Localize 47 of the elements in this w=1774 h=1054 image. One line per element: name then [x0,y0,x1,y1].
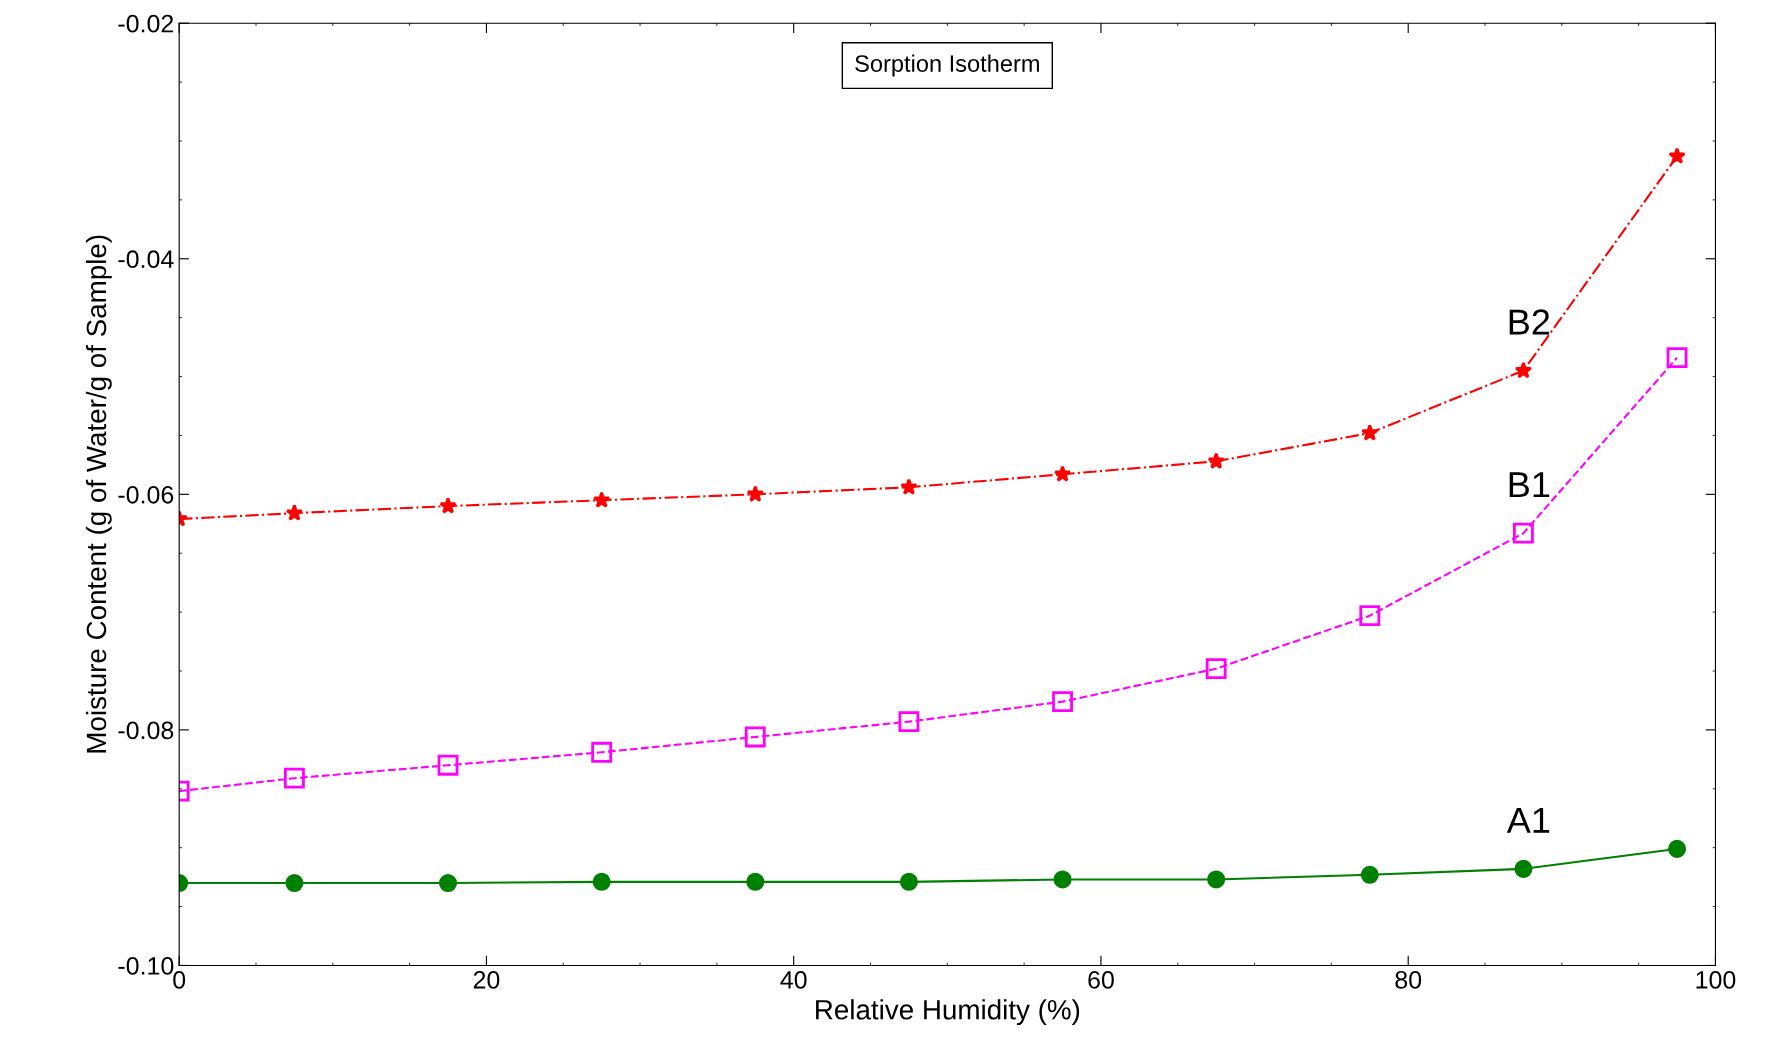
point [1053,465,1072,482]
series-label: B1 [1509,472,1550,498]
y-tick-label: -0.02 [118,14,174,33]
point [899,872,918,891]
point [1053,870,1072,889]
point [1207,452,1225,469]
point [1205,658,1227,680]
point [591,741,613,763]
point [1668,147,1686,164]
point [898,711,920,733]
point [285,873,304,893]
x-tick-label: 80 [1395,970,1422,989]
x-tick-label: 40 [780,970,807,989]
point [744,726,766,748]
x-tick-label: 20 [473,970,500,989]
x-tick-label: 60 [1088,970,1114,989]
point [1513,522,1534,544]
point [746,872,765,891]
point [1514,361,1533,379]
text: Sorption Isotherm [855,54,1039,77]
point [746,485,764,502]
y-axis-title: Moisture Content (g of Water/g of Sample) [85,235,112,753]
point [1666,347,1688,369]
point [1207,870,1226,889]
point [283,767,305,789]
x-tick-label: 0 [173,970,186,989]
point [900,478,918,495]
point [1361,424,1379,441]
x-tick-label: 100 [1696,970,1736,989]
x-axis-title: Relative Humidity (%) [816,999,1080,1026]
point [1514,859,1533,878]
point [1359,605,1381,627]
y-tick-label: -0.08 [118,721,174,740]
point [437,754,459,776]
point [438,873,458,893]
y-tick-label: -0.06 [118,485,174,504]
point [592,872,611,891]
point [1360,865,1379,884]
point [1052,691,1073,713]
y-tick-label: -0.04 [118,250,174,269]
series-label: B2 [1509,309,1550,335]
series-label: A1 [1506,807,1550,833]
y-tick-label: -0.10 [118,957,174,975]
point [285,504,304,521]
point [1668,839,1687,858]
point [439,497,457,514]
point [593,491,611,508]
